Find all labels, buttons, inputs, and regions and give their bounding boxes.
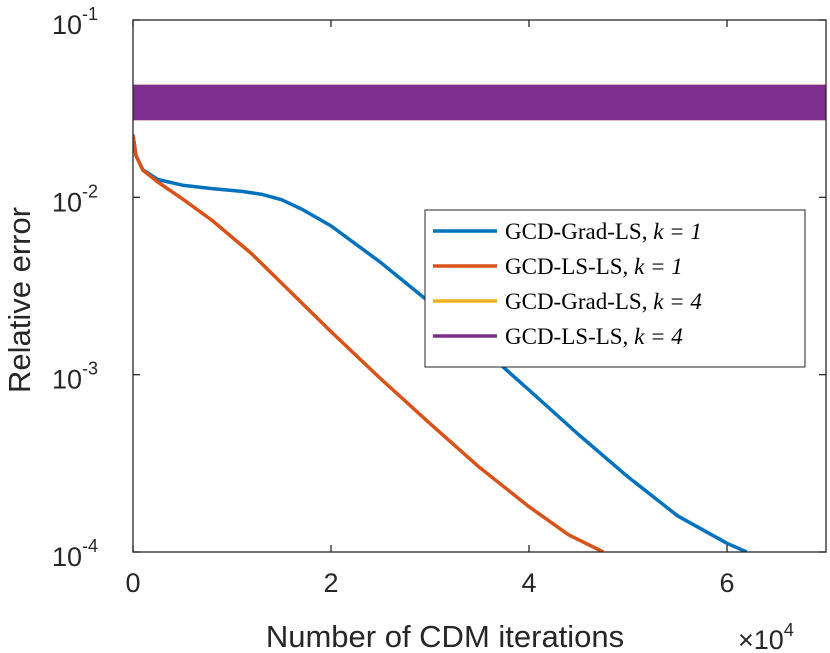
y-tick-label-3: 10-4: [52, 536, 98, 572]
x-tick-label-2: 4: [521, 568, 536, 598]
series-layer: [133, 84, 826, 552]
x-tick-label-0: 0: [125, 568, 140, 598]
series-line-0: [133, 134, 748, 552]
y-tick-label-1: 10-2: [52, 181, 98, 217]
legend-label-1: GCD-LS-LS, k = 1: [505, 254, 683, 279]
x-tick-label-1: 2: [323, 568, 338, 598]
series-line-1: [133, 134, 605, 552]
x-scale-multiplier: ×104: [738, 620, 794, 653]
series-band-3: [133, 84, 826, 121]
plot-frame: [132, 19, 827, 553]
x-tick-label-3: 6: [719, 568, 734, 598]
y-axis-title: Relative error: [2, 207, 37, 393]
legend: GCD-Grad-LS, k = 1 GCD-LS-LS, k = 1 GCD-Gr…: [424, 209, 806, 368]
legend-label-3: GCD-LS-LS, k = 4: [505, 324, 683, 349]
legend-box: [424, 209, 806, 368]
x-axis-title: Number of CDM iterations: [266, 619, 624, 653]
ticks-layer: 0 2 4 6 10-1 10-2 10-3 10-4: [52, 4, 826, 598]
y-tick-label-0: 10-1: [52, 4, 98, 40]
legend-label-2: GCD-Grad-LS, k = 4: [505, 289, 702, 314]
y-tick-label-2: 10-3: [52, 359, 98, 395]
legend-label-0: GCD-Grad-LS, k = 1: [505, 219, 702, 244]
